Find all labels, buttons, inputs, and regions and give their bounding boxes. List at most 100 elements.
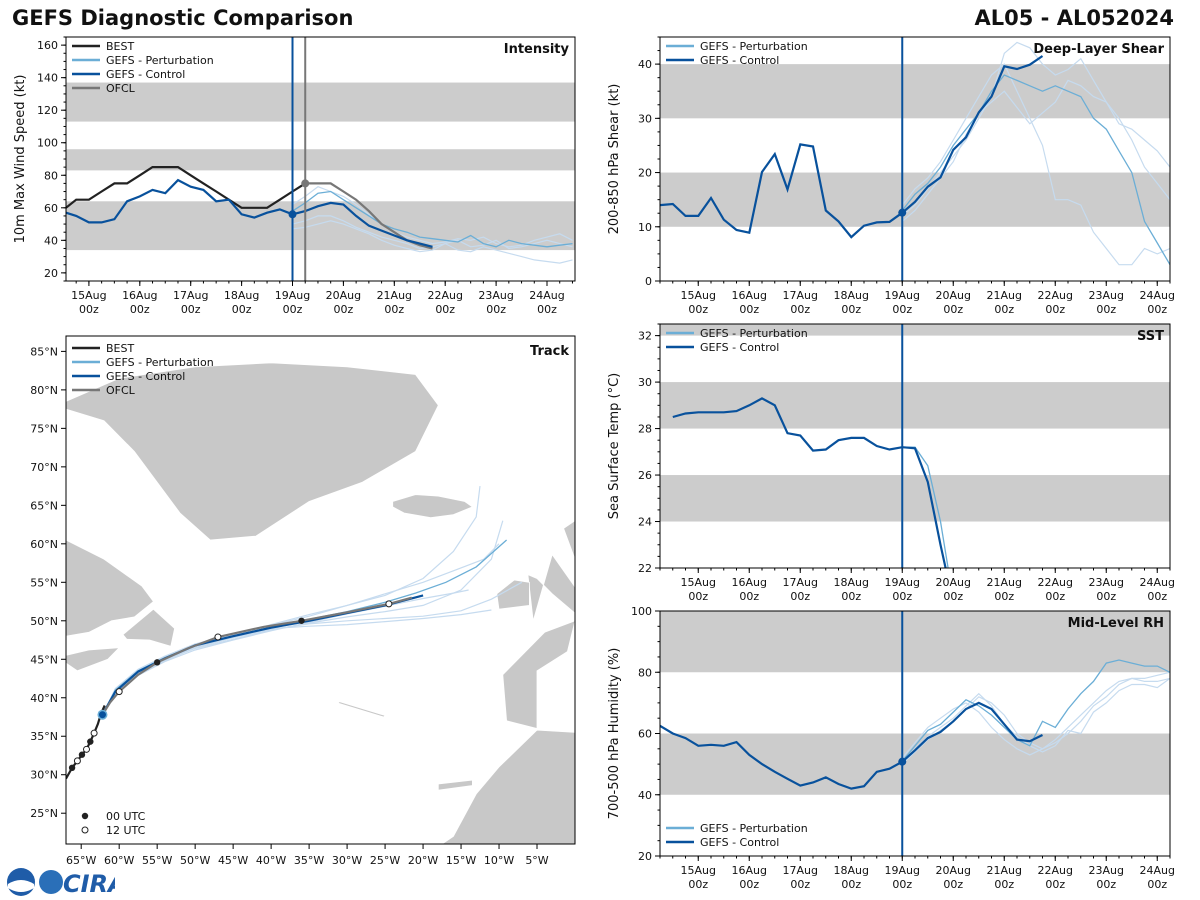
- storm-id: AL05 - AL052024: [974, 6, 1175, 30]
- track-legend-label: GEFS - Perturbation: [106, 356, 214, 369]
- shear-xtick-sublabel: 00z: [943, 303, 963, 316]
- legend-12utc-marker: [81, 826, 89, 834]
- intensity-ytick-label: 100: [37, 137, 58, 150]
- sst-xtick-sublabel: 00z: [1147, 590, 1167, 603]
- shear-xtick-label: 18Aug: [834, 289, 869, 302]
- rh-xtick-label: 17Aug: [783, 864, 818, 877]
- intensity-xtick-label: 21Aug: [377, 289, 412, 302]
- intensity-ytick-label: 80: [44, 169, 58, 182]
- rh-init-marker: [898, 757, 907, 766]
- intensity-xtick-sublabel: 00z: [334, 303, 354, 316]
- sst-xtick-label: 16Aug: [732, 576, 767, 589]
- track-ytick-label: 60°N: [30, 538, 58, 551]
- track-xtick-label: 55°W: [142, 854, 172, 867]
- shear-member-line: [901, 63, 1170, 266]
- rh-ytick-label: 40: [638, 789, 652, 802]
- legend-00utc-marker: [81, 812, 89, 820]
- sst-xtick-sublabel: 00z: [1045, 590, 1065, 603]
- sst-band: [660, 324, 1170, 336]
- track-point-00utc: [153, 659, 161, 666]
- land-norway: [563, 520, 575, 560]
- shear-title: Deep-Layer Shear: [1033, 42, 1164, 57]
- rh-xtick-sublabel: 00z: [943, 878, 963, 891]
- track-xtick-label: 65°W: [66, 854, 96, 867]
- rh-title: Mid-Level RH: [1068, 616, 1164, 631]
- rh-xtick-label: 21Aug: [987, 864, 1022, 877]
- track-ytick-label: 50°N: [30, 615, 58, 628]
- intensity-xtick-sublabel: 00z: [537, 303, 557, 316]
- track-xtick-label: 30°W: [332, 854, 362, 867]
- shear-xtick-sublabel: 00z: [1147, 303, 1167, 316]
- intensity-legend-label: GEFS - Perturbation: [106, 54, 214, 67]
- track-xtick-label: 5°W: [525, 854, 548, 867]
- track-xtick-label: 40°W: [256, 854, 286, 867]
- intensity-plot-area: [66, 82, 575, 264]
- intensity-xtick-sublabel: 00z: [486, 303, 506, 316]
- rh-xtick-sublabel: 00z: [739, 878, 759, 891]
- sst-xtick-sublabel: 00z: [739, 590, 759, 603]
- shear-xtick-sublabel: 00z: [739, 303, 759, 316]
- rh-ytick-label: 60: [638, 728, 652, 741]
- shear-control-line: [660, 55, 1044, 239]
- intensity-xtick-sublabel: 00z: [384, 303, 404, 316]
- shear-ylabel: 200-850 hPa Shear (kt): [607, 84, 622, 235]
- land-newfoundland: [122, 608, 176, 647]
- land-iceland: [392, 494, 474, 519]
- intensity-ytick-label: 120: [37, 104, 58, 117]
- sst-xtick-label: 20Aug: [936, 576, 971, 589]
- intensity-legend-label: GEFS - Control: [106, 68, 185, 81]
- sst-control-line: [672, 397, 947, 568]
- intensity-xtick-label: 16Aug: [122, 289, 157, 302]
- rh-legend-label: GEFS - Perturbation: [700, 822, 808, 835]
- track-title: Track: [530, 344, 569, 359]
- rh-xtick-label: 24Aug: [1140, 864, 1175, 877]
- shear-band: [660, 172, 1170, 227]
- rh-xtick-label: 16Aug: [732, 864, 767, 877]
- intensity-chart: 2040608010012014016015Aug00z16Aug00z17Au…: [13, 36, 576, 316]
- shear-xtick-label: 23Aug: [1089, 289, 1124, 302]
- sst-legend-label: GEFS - Perturbation: [700, 327, 808, 340]
- track-ytick-label: 40°N: [30, 692, 58, 705]
- sst-chart: 22242628303215Aug00z16Aug00z17Aug00z18Au…: [607, 323, 1175, 603]
- shear-ytick-label: 0: [645, 275, 652, 288]
- track-ytick-label: 80°N: [30, 384, 58, 397]
- sst-title: SST: [1137, 329, 1164, 344]
- track-point-00utc: [68, 764, 76, 771]
- sst-ytick-label: 26: [638, 469, 652, 482]
- intensity-band: [66, 82, 575, 122]
- track-ytick-label: 75°N: [30, 422, 58, 435]
- track-ytick-label: 30°N: [30, 769, 58, 782]
- sst-ytick-label: 24: [638, 516, 652, 529]
- sst-xtick-sublabel: 00z: [790, 590, 810, 603]
- rh-xtick-sublabel: 00z: [841, 878, 861, 891]
- shear-band: [660, 64, 1170, 119]
- intensity-perturbation-line: [292, 190, 573, 248]
- sst-xtick-sublabel: 00z: [892, 590, 912, 603]
- track-point-12utc: [90, 729, 98, 737]
- track-xtick-label: 15°W: [446, 854, 476, 867]
- rh-control-line: [660, 701, 1043, 790]
- track-map: 65°W 60°W 55°W 50°W 45°W 40°W 35°W 30°W 25°W 20°W…: [30, 335, 576, 867]
- cira-logo-text: CIRA: [63, 870, 115, 898]
- shear-xtick-sublabel: 00z: [1045, 303, 1065, 316]
- sst-xtick-sublabel: 00z: [994, 590, 1014, 603]
- shear-xtick-label: 22Aug: [1038, 289, 1073, 302]
- track-current-position-inner: [98, 711, 106, 719]
- rh-ytick-label: 80: [638, 666, 652, 679]
- shear-ytick-label: 20: [638, 167, 652, 180]
- rh-member-line: [901, 677, 1170, 765]
- intensity-best-line: [66, 166, 306, 209]
- shear-xtick-label: 21Aug: [987, 289, 1022, 302]
- track-point-12utc: [214, 633, 222, 641]
- track-point-12utc: [385, 600, 393, 608]
- track-legend-label: BEST: [106, 342, 134, 355]
- shear-xtick-sublabel: 00z: [994, 303, 1014, 316]
- shear-xtick-label: 17Aug: [783, 289, 818, 302]
- track-legend-label: GEFS - Control: [106, 370, 185, 383]
- intensity-ytick-label: 20: [44, 267, 58, 280]
- shear-plot-area: [660, 41, 1170, 266]
- intensity-member-line: [292, 220, 573, 253]
- sst-xtick-label: 23Aug: [1089, 576, 1124, 589]
- rh-perturbation-line: [901, 659, 1170, 762]
